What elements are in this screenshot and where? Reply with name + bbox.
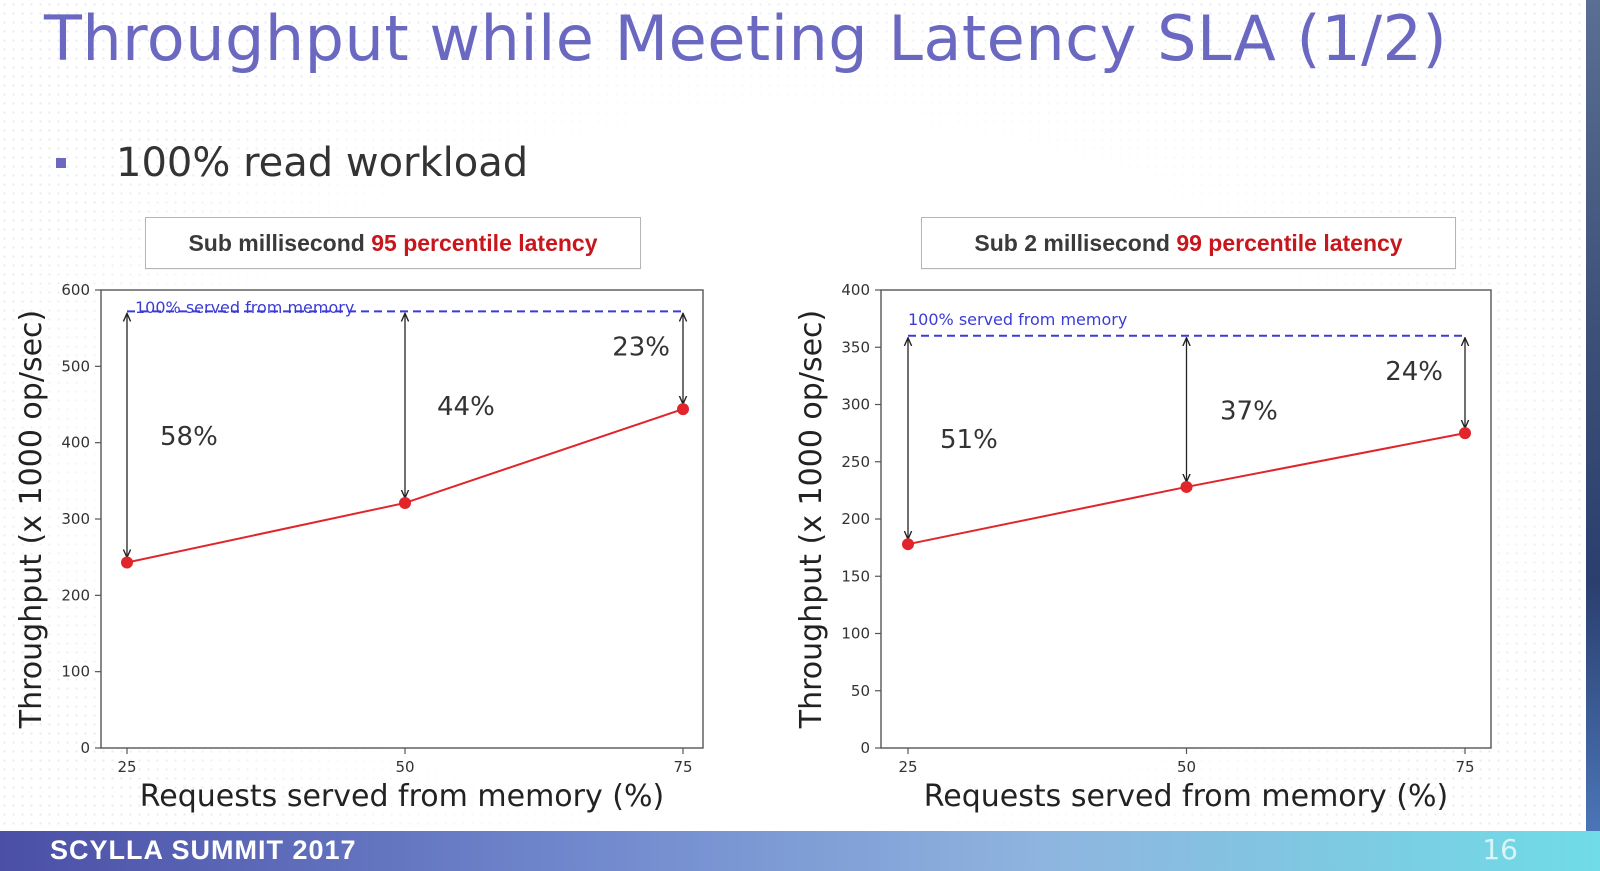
chart-1-data-point: [677, 403, 689, 416]
bullet-square-icon: [56, 158, 66, 168]
chart-1-gap-label: 23%: [612, 332, 670, 362]
chart-2-data-point: [902, 538, 914, 551]
chart-1-y-axis-label: Throughput (x 1000 op/sec): [14, 310, 49, 729]
chart-1-x-tick-label: 75: [673, 758, 692, 776]
chart-1-y-tick-label: 600: [61, 281, 90, 299]
footer-event-name: SCYLLA SUMMIT 2017: [50, 835, 357, 865]
chart-2: 0 50 100 150 200 250 300 350 400 25 50 75 Requests s…: [794, 281, 1492, 814]
chart-2-y-tick-label: 300: [841, 396, 870, 414]
chart-2-y-tick-label: 200: [841, 510, 870, 528]
chart-2-data-point: [1459, 427, 1471, 440]
chart-1-data-point: [121, 556, 133, 569]
chart-2-gap-label: 51%: [940, 425, 998, 455]
chart-2-y-axis-label: Throughput (x 1000 op/sec): [794, 310, 829, 729]
chart-1: 0 100 200 300 400 500 600 25 50 75 Requests served…: [14, 281, 704, 814]
chart-1-x-axis-label: Requests served from memory (%): [140, 779, 664, 814]
chart-2-caption-prefix: Sub 2 millisecond: [974, 230, 1177, 256]
chart-1-y-tick-label: 400: [61, 434, 90, 452]
chart-1-gap-label: 58%: [160, 422, 218, 452]
chart-1-caption-prefix: Sub millisecond: [188, 230, 372, 256]
chart-2-x-axis-label: Requests served from memory (%): [924, 779, 1448, 814]
chart-2-gap-label: 24%: [1385, 357, 1443, 387]
chart-2-caption: Sub 2 millisecond 99 percentile latency: [921, 217, 1456, 269]
chart-1-data-point: [399, 496, 411, 509]
chart-1-caption: Sub millisecond 95 percentile latency: [145, 217, 641, 269]
page-number: 16: [1482, 833, 1518, 866]
chart-1-gap-label: 44%: [437, 392, 495, 422]
chart-2-data-point: [1180, 480, 1193, 493]
chart-2-x-tick-label: 75: [1455, 758, 1474, 776]
chart-1-y-tick-label: 100: [61, 663, 90, 681]
chart-2-y-tick-label: 400: [841, 281, 870, 299]
chart-2-y-tick-label: 50: [851, 682, 870, 700]
chart-1-x-tick-label: 50: [395, 758, 414, 776]
chart-1-y-tick-label: 300: [61, 510, 90, 528]
chart-1-caption-highlight: 95 percentile latency: [371, 230, 598, 256]
chart-1-x-tick-label: 25: [117, 758, 136, 776]
chart-2-y-tick-label: 0: [860, 739, 870, 757]
chart-2-y-tick-label: 100: [841, 625, 870, 643]
footer-bar: SCYLLA SUMMIT 2017 16: [0, 831, 1600, 871]
bullet-text: 100% read workload: [116, 140, 529, 186]
chart-2-gap-label: 37%: [1220, 396, 1278, 426]
chart-1-y-tick-label: 0: [80, 739, 90, 757]
chart-2-x-tick-label: 25: [898, 758, 917, 776]
chart-2-reference-label: 100% served from memory: [908, 310, 1127, 329]
chart-1-y-tick-label: 500: [61, 357, 90, 375]
chart-2-y-tick-label: 350: [841, 338, 870, 356]
slide-title: Throughput while Meeting Latency SLA (1/…: [44, 2, 1448, 75]
chart-2-y-tick-label: 250: [841, 453, 870, 471]
chart-1-reference-label: 100% served from memory: [135, 298, 354, 317]
chart-1-y-tick-label: 200: [61, 586, 90, 604]
right-edge-decoration: [1586, 0, 1600, 831]
chart-2-y-tick-label: 150: [841, 567, 870, 585]
chart-2-x-tick-label: 50: [1177, 758, 1196, 776]
chart-2-caption-highlight: 99 percentile latency: [1176, 230, 1403, 256]
